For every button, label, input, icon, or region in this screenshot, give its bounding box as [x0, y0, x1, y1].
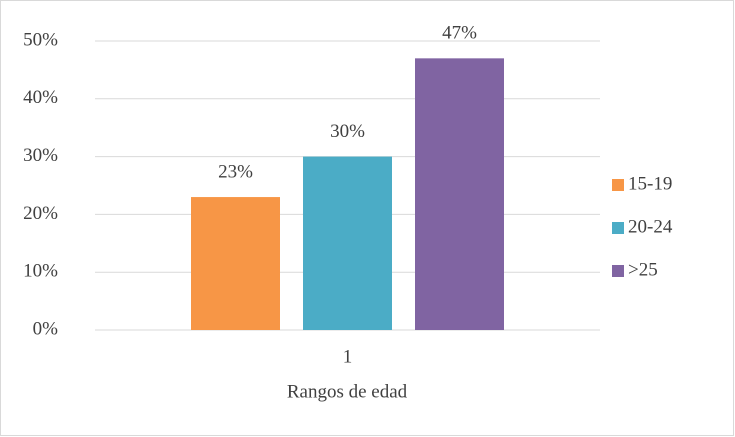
legend-label: >25 [628, 259, 658, 280]
legend-swatch [612, 265, 624, 277]
y-tick-label: 10% [23, 261, 58, 282]
data-label: 23% [218, 161, 253, 182]
y-tick-label: 0% [33, 318, 59, 339]
y-tick-label: 20% [23, 203, 58, 224]
data-label: 47% [442, 23, 477, 44]
legend-swatch [612, 179, 624, 191]
x-axis-title: Rangos de edad [287, 381, 408, 402]
x-tick-label: 1 [343, 346, 353, 367]
bar [303, 156, 392, 330]
bar [191, 197, 280, 330]
legend-label: 15-19 [628, 173, 672, 194]
y-tick-label: 50% [23, 29, 58, 50]
y-tick-label: 40% [23, 87, 58, 108]
bar [415, 58, 504, 331]
legend-swatch [612, 222, 624, 234]
data-label: 30% [330, 121, 365, 142]
y-tick-label: 30% [23, 145, 58, 166]
legend-label: 20-24 [628, 216, 673, 237]
